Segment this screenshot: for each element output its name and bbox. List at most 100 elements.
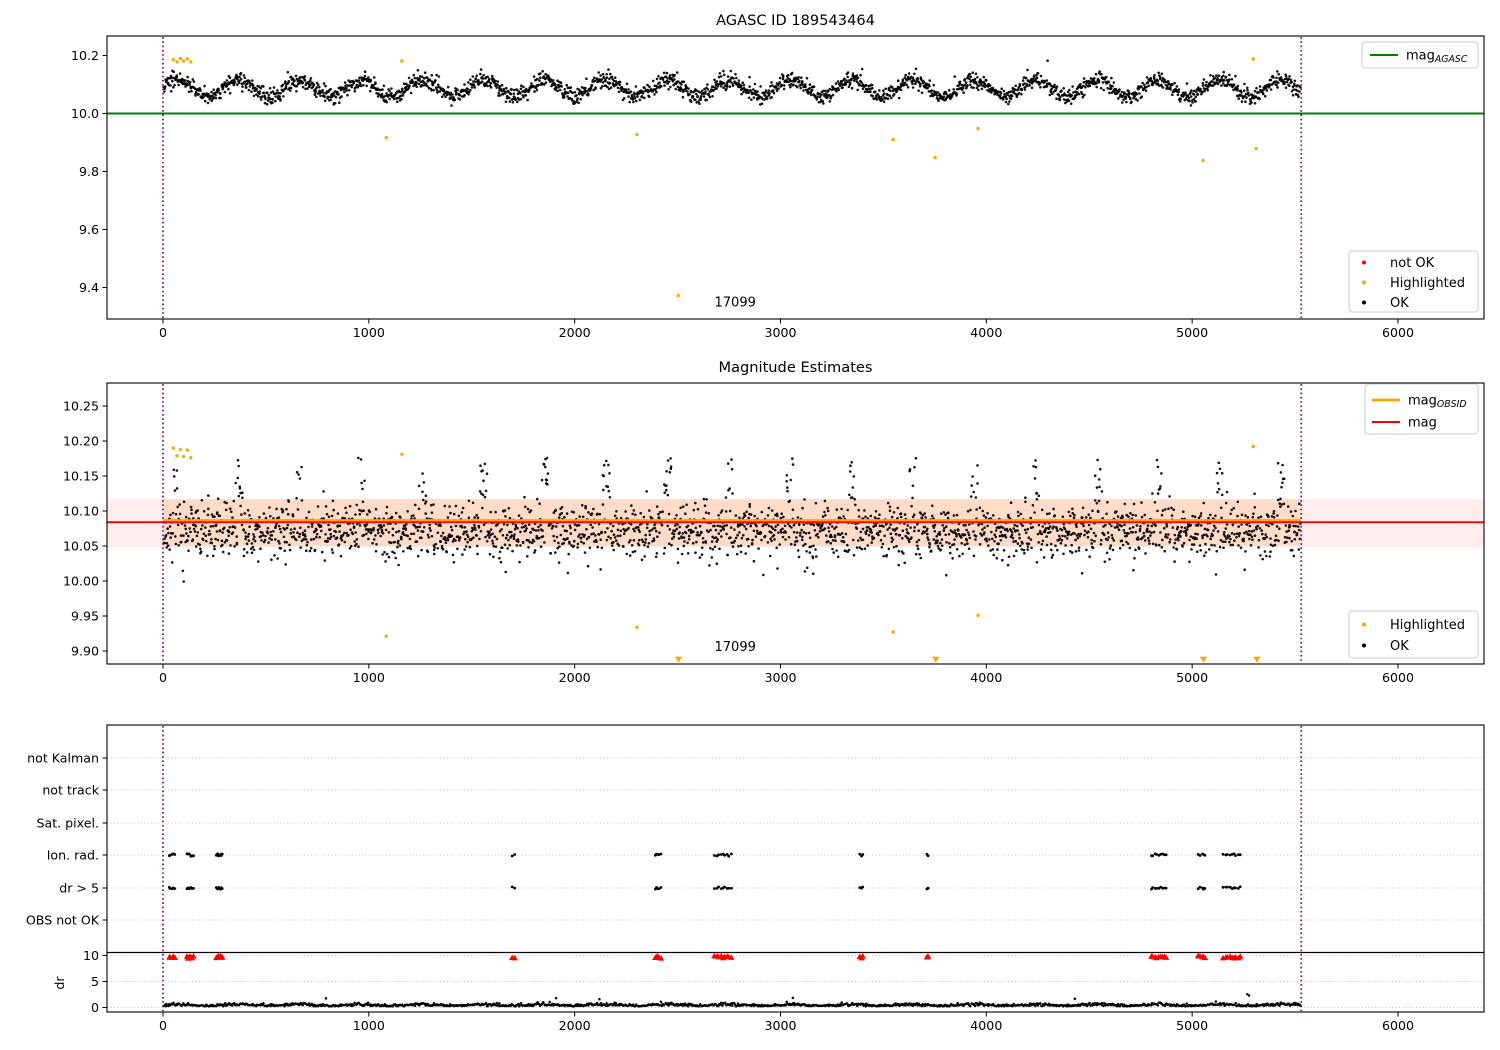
- ok-point: [500, 83, 504, 87]
- ok-point: [226, 84, 229, 87]
- x-tick-label: 2000: [559, 670, 591, 685]
- ok-point: [1164, 533, 1168, 536]
- ok-point: [821, 515, 825, 518]
- ok-point: [1095, 502, 1099, 505]
- ok-point: [778, 76, 782, 80]
- ok-point: [965, 539, 969, 542]
- ok-point: [1229, 512, 1232, 516]
- ok-point: [1191, 101, 1194, 104]
- ok-point: [1090, 538, 1093, 542]
- ok-point: [611, 524, 615, 528]
- ok-point: [505, 86, 508, 90]
- ok-point: [1179, 97, 1182, 100]
- ok-point: [895, 89, 899, 93]
- ok-point: [856, 76, 860, 80]
- ok-point: [1189, 95, 1193, 98]
- ok-point: [992, 514, 995, 517]
- ok-point: [1290, 539, 1293, 543]
- ok-point: [310, 525, 314, 528]
- ok-point: [436, 547, 440, 550]
- ok-point: [945, 541, 948, 544]
- ok-point: [204, 526, 207, 529]
- ok-point: [752, 88, 755, 91]
- ok-point: [171, 511, 175, 515]
- ok-point: [1051, 553, 1055, 557]
- ok-point: [328, 537, 332, 540]
- ok-point: [552, 79, 555, 82]
- x-tick-label: 2000: [559, 325, 591, 340]
- ok-point: [717, 532, 721, 535]
- ok-point: [747, 96, 751, 100]
- ok-point: [1061, 534, 1064, 538]
- ok-point: [911, 484, 915, 488]
- ok-point: [537, 529, 540, 532]
- ok-point: [372, 529, 375, 532]
- ok-point: [797, 555, 801, 559]
- ok-point: [539, 523, 542, 527]
- ok-point: [826, 96, 829, 99]
- ok-point: [800, 538, 804, 542]
- ok-point: [206, 101, 210, 105]
- ok-point: [999, 525, 1003, 529]
- ok-point: [1071, 511, 1075, 515]
- ok-point: [669, 85, 672, 89]
- ok-point: [687, 534, 691, 538]
- ok-point: [332, 508, 336, 512]
- ok-point: [718, 72, 722, 75]
- ok-point: [776, 523, 780, 526]
- panel1: 17099: [107, 56, 1484, 310]
- ok-point: [778, 543, 782, 546]
- ok-point: [1116, 526, 1119, 529]
- ok-point: [632, 509, 636, 512]
- ok-point: [281, 509, 285, 512]
- ok-point: [384, 560, 387, 563]
- ok-point: [443, 536, 447, 539]
- ok-point: [1212, 529, 1215, 532]
- ok-point: [688, 93, 691, 96]
- ok-point: [916, 547, 920, 550]
- ok-point: [826, 506, 829, 510]
- ok-point: [343, 81, 347, 84]
- ok-point: [658, 81, 661, 84]
- ok-point: [726, 553, 729, 557]
- ok-point: [725, 85, 729, 88]
- ok-point: [609, 86, 613, 89]
- ok-point: [827, 530, 831, 533]
- ok-point: [872, 525, 875, 528]
- ok-point: [397, 529, 401, 533]
- ok-point: [488, 77, 491, 81]
- ok-point: [345, 89, 348, 92]
- ok-point: [1165, 525, 1169, 528]
- ok-point: [524, 524, 527, 527]
- ok-point: [400, 97, 403, 101]
- ok-point: [244, 86, 248, 89]
- ok-point: [596, 512, 599, 516]
- ok-point: [264, 534, 267, 538]
- ok-point: [701, 541, 705, 544]
- ok-point: [1158, 77, 1162, 81]
- ok-point: [1217, 78, 1220, 82]
- ok-point: [1048, 525, 1052, 528]
- ok-point: [936, 539, 939, 542]
- ok-point: [1268, 84, 1271, 88]
- ok-point: [262, 91, 266, 95]
- ok-point: [591, 526, 594, 529]
- ok-point: [427, 536, 431, 539]
- ok-point: [439, 524, 443, 528]
- ok-point: [633, 96, 637, 100]
- ok-point: [1045, 543, 1049, 547]
- ok-point: [725, 532, 728, 536]
- ok-point: [210, 541, 214, 545]
- ok-point: [1262, 88, 1266, 91]
- ok-point: [490, 74, 494, 78]
- ok-point: [1072, 516, 1076, 520]
- ok-point: [1279, 505, 1282, 509]
- ok-point: [1093, 539, 1096, 543]
- ok-point: [742, 83, 746, 87]
- ok-point: [559, 533, 563, 537]
- ok-point: [606, 485, 610, 489]
- ok-point: [1068, 88, 1071, 92]
- ok-point: [1177, 538, 1180, 542]
- ok-point: [630, 504, 633, 507]
- ok-point: [905, 83, 908, 87]
